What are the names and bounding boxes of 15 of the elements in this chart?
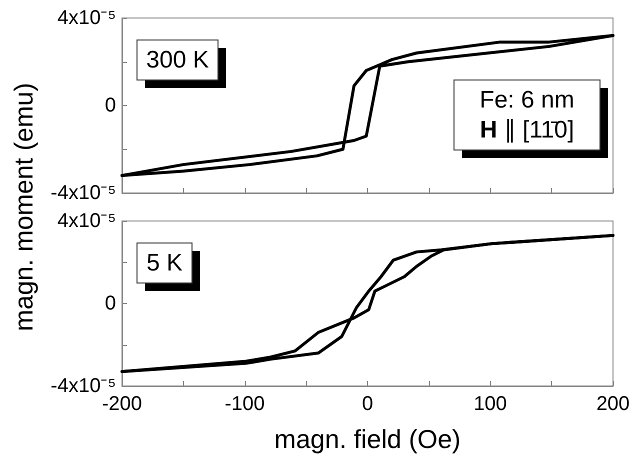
annotation: H ∥ [11̄0]: [480, 116, 574, 144]
y-tick-label: 0: [104, 94, 116, 116]
annotation: Fe: 6 nm: [480, 86, 574, 114]
y-axis-title: magn. moment (emu): [8, 82, 40, 332]
annotation: 300 K: [146, 46, 209, 74]
x-tick-label: 100: [474, 393, 507, 415]
y-tick-label: -4x10⁻⁵: [50, 182, 116, 204]
x-axis-title: magn. field (Oe): [274, 424, 461, 454]
y-tick-label: 0: [104, 292, 116, 314]
x-tick-label: -100: [224, 393, 265, 415]
y-tick-label: 4x10⁻⁵: [57, 7, 116, 29]
x-tick-label: 200: [596, 393, 630, 415]
x-tick-label: 0: [362, 393, 374, 415]
y-tick-label: 4x10⁻⁵: [57, 210, 116, 232]
annotation: 5 K: [146, 250, 183, 276]
